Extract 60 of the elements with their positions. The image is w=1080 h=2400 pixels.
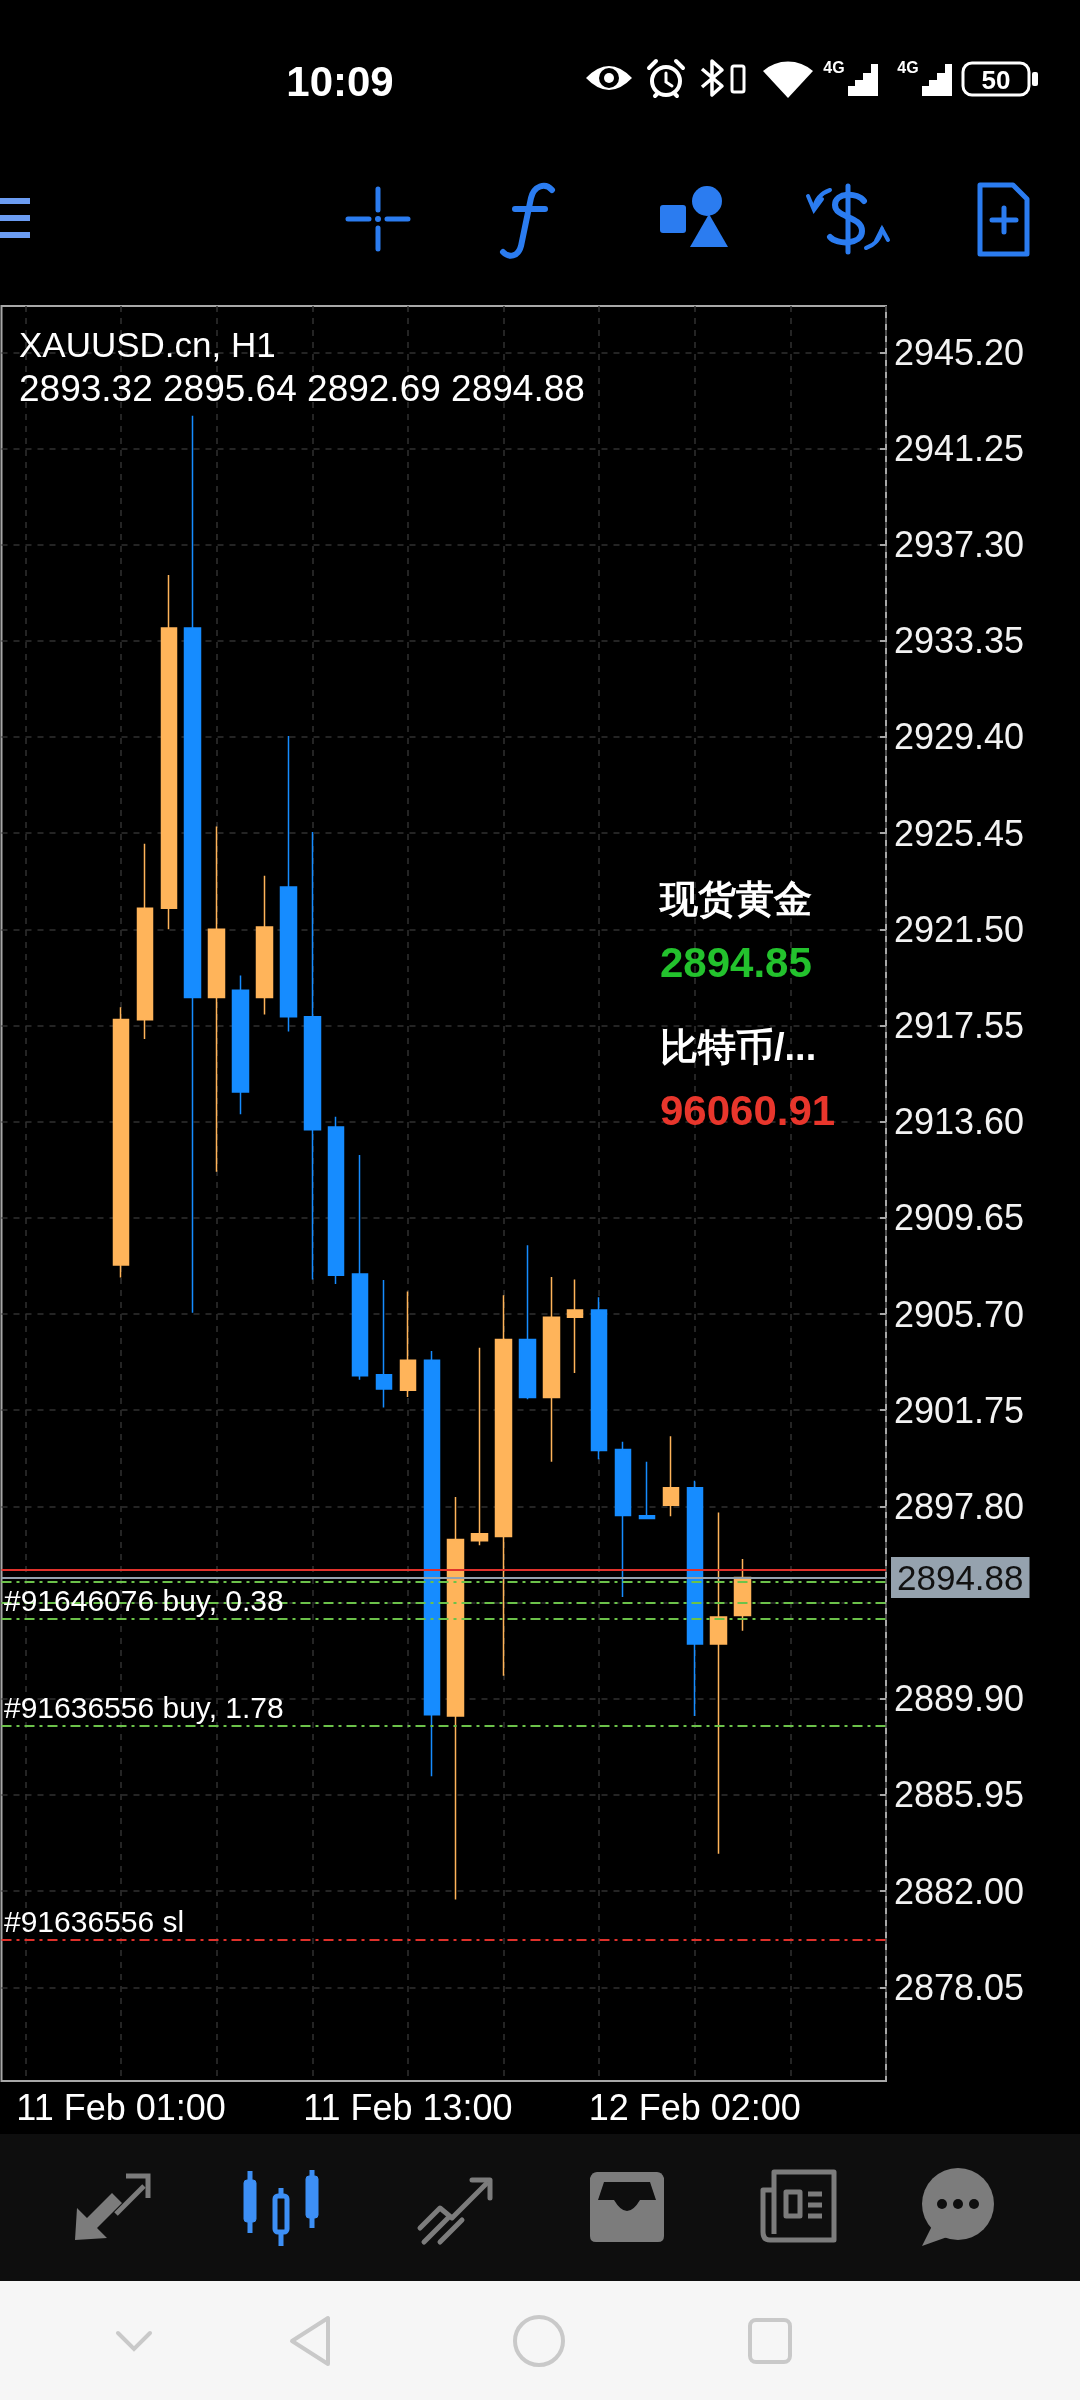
text: 10:09 xyxy=(286,58,394,105)
annotation: 比特币/... xyxy=(660,1026,817,1068)
y-tick-label: 2882.00 xyxy=(894,1870,1025,1912)
candlestick xyxy=(709,1511,728,1855)
x-tick-label: 11 Feb 13:00 xyxy=(303,2086,513,2128)
candlestick xyxy=(662,1435,680,1518)
y-tick-label: 2929.40 xyxy=(894,716,1025,758)
y-tick-label: 2933.35 xyxy=(894,620,1025,662)
text: 4G xyxy=(823,59,845,76)
candlestick xyxy=(566,1278,584,1374)
candlestick xyxy=(399,1290,417,1398)
candlestick xyxy=(375,1279,393,1409)
x-tick-label: 12 Feb 02:00 xyxy=(588,2086,801,2128)
ref-line-label: #91636556 sl xyxy=(4,1905,185,1939)
y-tick-label: 2901.75 xyxy=(894,1389,1025,1431)
candlestick xyxy=(638,1461,656,1520)
y-tick-label: 2941.25 xyxy=(894,427,1025,469)
candlestick xyxy=(207,825,226,1173)
text: 50 xyxy=(981,65,1011,95)
ref-line-label: 2894.88 xyxy=(897,1557,1024,1597)
candlestick xyxy=(231,974,250,1116)
annotation: 96060.91 xyxy=(660,1087,836,1134)
y-tick-label: 2889.90 xyxy=(894,1678,1025,1720)
y-tick-label: 2905.70 xyxy=(894,1293,1025,1335)
y-tick-label: 2878.05 xyxy=(894,1966,1025,2008)
candlestick xyxy=(542,1276,561,1463)
y-tick-label: 2909.65 xyxy=(894,1197,1025,1239)
x-tick-label: 11 Feb 01:00 xyxy=(16,2086,226,2128)
y-tick-label: 2937.30 xyxy=(894,524,1025,566)
candlestick xyxy=(136,843,154,1040)
y-tick-label: 2885.95 xyxy=(894,1774,1025,1816)
annotation: 现货黄金 xyxy=(658,878,812,920)
y-tick-label: 2921.50 xyxy=(894,908,1025,950)
candlestick xyxy=(686,1480,704,1717)
candlestick xyxy=(590,1296,608,1460)
text: 2893.32 2895.64 2892.69 2894.88 xyxy=(19,368,585,409)
candlestick xyxy=(351,1154,369,1381)
candlestick xyxy=(303,831,322,1281)
y-tick-label: 2945.20 xyxy=(894,331,1025,373)
candlestick xyxy=(112,1006,130,1279)
text: 4G xyxy=(897,59,919,76)
candlestick xyxy=(160,574,178,931)
text: XAUUSD.cn, H1 xyxy=(19,325,276,364)
candlestick xyxy=(279,735,298,1033)
candlestick xyxy=(255,875,274,1016)
ref-line-label: #91636556 buy, 1.78 xyxy=(4,1691,284,1725)
candlestick xyxy=(423,1350,441,1777)
candlestick xyxy=(327,1116,345,1285)
y-tick-label: 2913.60 xyxy=(894,1101,1025,1143)
y-tick-label: 2925.45 xyxy=(894,812,1025,854)
candlestick xyxy=(183,415,202,1314)
candlestick xyxy=(518,1244,537,1400)
candlestick xyxy=(470,1346,489,1547)
candlestick xyxy=(446,1496,465,1901)
y-tick-label: 2917.55 xyxy=(894,1005,1025,1046)
annotation: 2894.85 xyxy=(660,939,812,986)
ref-line-label: #91646076 buy, 0.38 xyxy=(4,1584,284,1618)
candlestick xyxy=(614,1441,632,1598)
y-tick-label: 2897.80 xyxy=(894,1485,1025,1527)
candlestick xyxy=(494,1294,513,1677)
